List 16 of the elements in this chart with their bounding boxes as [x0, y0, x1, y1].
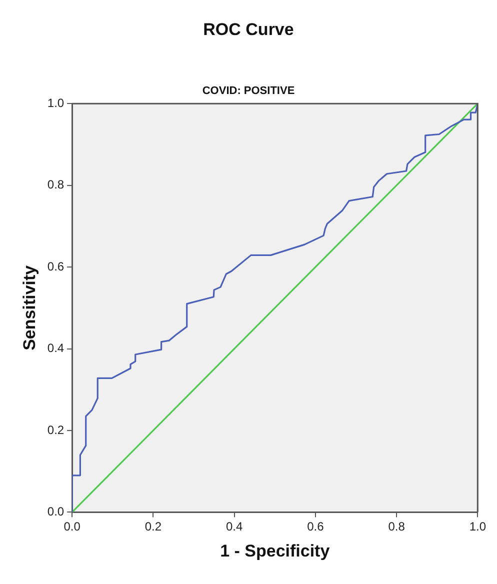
y-tick-label: 1.0 — [47, 96, 64, 110]
y-axis-title: Sensitivity — [20, 264, 39, 350]
chart-subtitle: COVID: POSITIVE — [202, 85, 295, 98]
x-axis-title: 1 - Specificity — [220, 541, 330, 560]
y-tick-label: 0.8 — [47, 178, 64, 192]
y-tick-label: 0.0 — [47, 504, 64, 519]
y-tick-label: 0.2 — [47, 422, 64, 437]
x-tick-label: 0.2 — [144, 520, 162, 534]
y-tick-label: 0.6 — [47, 259, 64, 274]
x-tick-label: 0.4 — [226, 520, 243, 534]
x-tick-label: 0.8 — [388, 520, 406, 534]
x-tick-label: 1.0 — [469, 520, 486, 534]
x-tick-label: 0.0 — [64, 520, 81, 534]
y-tick-label: 0.4 — [47, 341, 64, 356]
x-tick-label: 0.6 — [307, 520, 324, 534]
chart-title: ROC Curve — [203, 20, 294, 39]
